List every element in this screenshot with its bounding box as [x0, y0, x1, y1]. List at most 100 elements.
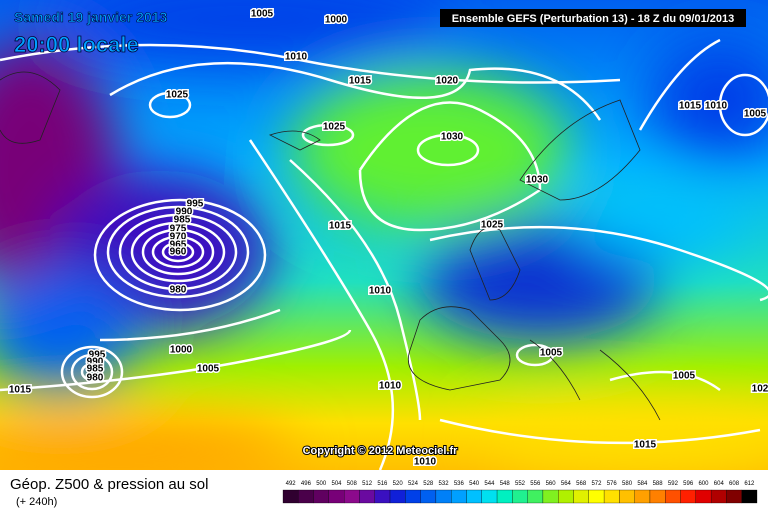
isobar-label: 1030 [526, 175, 549, 186]
scale-swatch [282, 489, 299, 504]
scale-swatch [344, 489, 360, 504]
coastlines [0, 71, 661, 421]
isobar-label: 1010 [379, 381, 402, 392]
scale-label: 496 [301, 481, 312, 487]
scale-label: 604 [714, 481, 725, 487]
isobar-label: 990 [176, 207, 193, 218]
footer-title: Géop. Z500 & pression au sol [10, 476, 208, 493]
scale-swatch [634, 489, 651, 504]
isobar-label: 1005 [197, 364, 220, 375]
scale-label: 500 [316, 481, 327, 487]
scale-label: 556 [530, 481, 541, 487]
isobar-label: 975 [170, 224, 187, 235]
scale-swatch [313, 489, 330, 504]
scale-label: 588 [653, 481, 664, 487]
scale-label: 608 [729, 481, 740, 487]
scale-label: 572 [591, 481, 602, 487]
scale-label: 564 [561, 481, 572, 487]
scale-swatch [527, 489, 544, 504]
scale-label: 584 [637, 481, 648, 487]
date: Samedi 19 janvier 2013 [14, 9, 168, 25]
scale-label: 592 [668, 481, 679, 487]
scale-swatch [512, 489, 528, 504]
isobar-label: 960 [170, 247, 187, 258]
scale-swatch [573, 489, 589, 504]
scale-swatch [298, 489, 314, 504]
scale-swatch [619, 489, 635, 504]
scale-swatch [665, 489, 681, 504]
scale-swatch [558, 489, 574, 504]
isobar-label: 1025 [166, 90, 189, 101]
scale-swatch [405, 489, 421, 504]
scale-swatch [328, 489, 345, 504]
isobar-label: 1030 [441, 132, 464, 143]
scale-swatch [741, 489, 758, 504]
isobar-label: 1010 [705, 101, 728, 112]
isobar-label: 1005 [540, 348, 563, 359]
scale-label: 516 [377, 481, 388, 487]
isobar-label: 1020 [436, 76, 459, 87]
scale-label: 520 [393, 481, 404, 487]
scale-label: 548 [500, 481, 511, 487]
isobar-label: 995 [89, 350, 106, 361]
scale-label: 492 [286, 481, 297, 487]
isobar-label: 1015 [9, 385, 32, 396]
scale-label: 580 [622, 481, 633, 487]
color-scale: 492 496 500 504 508 512 516 520 524 528 532 536 540 5… [282, 481, 758, 504]
isobar-label: 995 [187, 199, 204, 210]
scale-swatch [588, 489, 605, 504]
isobar-label: 1000 [325, 15, 348, 26]
scale-swatch [649, 489, 666, 504]
isobar-label: 1015 [634, 440, 657, 451]
local-time: 20:00 locale [14, 32, 139, 57]
isobar-label: 1010 [285, 52, 308, 63]
scale-swatch [710, 489, 727, 504]
scale-label: 596 [683, 481, 694, 487]
scale-label: 536 [454, 481, 465, 487]
isobar-label: 970 [170, 232, 187, 243]
isobar-label: 1015 [329, 221, 352, 232]
isobar-label: 1015 [349, 76, 372, 87]
isobar-label: 1005 [744, 109, 767, 120]
scale-label: 504 [332, 481, 343, 487]
scale-swatch [542, 489, 559, 504]
scale-swatch [466, 489, 482, 504]
scale-label: 552 [515, 481, 526, 487]
scale-swatch [496, 489, 513, 504]
isobar-label: 985 [174, 215, 191, 226]
footer-subtitle: (+ 240h) [16, 496, 57, 508]
model-info: Ensemble GEFS (Perturbation 13) - 18 Z d… [452, 13, 734, 25]
isobar-label: 980 [87, 373, 104, 384]
isobar-label: 980 [170, 285, 187, 296]
copyright: Copyright © 2012 Meteociel.fr [303, 445, 459, 457]
isobar-label: 965 [170, 240, 187, 251]
scale-swatch [420, 489, 437, 504]
isobar-label: 1000 [170, 345, 193, 356]
scale-swatch [481, 489, 498, 504]
model-box [440, 9, 746, 27]
scale-label: 576 [607, 481, 618, 487]
scale-label: 560 [546, 481, 557, 487]
isobar-label: 1015 [679, 101, 702, 112]
scale-label: 512 [362, 481, 373, 487]
isobar-label: 1010 [414, 457, 437, 468]
background [0, 0, 768, 480]
scale-swatch [603, 489, 620, 504]
isobar-label: 985 [87, 364, 104, 375]
scale-swatch [389, 489, 406, 504]
isobar-label: 1005 [673, 371, 696, 382]
scale-label: 524 [408, 481, 419, 487]
scale-label: 508 [347, 481, 358, 487]
scale-swatch [726, 489, 742, 504]
isobar-label: 1025 [481, 220, 504, 231]
scale-label: 600 [698, 481, 709, 487]
scale-swatch [374, 489, 391, 504]
isobar-label: 1025 [323, 122, 346, 133]
scale-swatch [695, 489, 712, 504]
scale-label: 544 [484, 481, 495, 487]
isobar-label: 102 [752, 384, 768, 395]
scale-label: 568 [576, 481, 587, 487]
scale-swatch [680, 489, 696, 504]
